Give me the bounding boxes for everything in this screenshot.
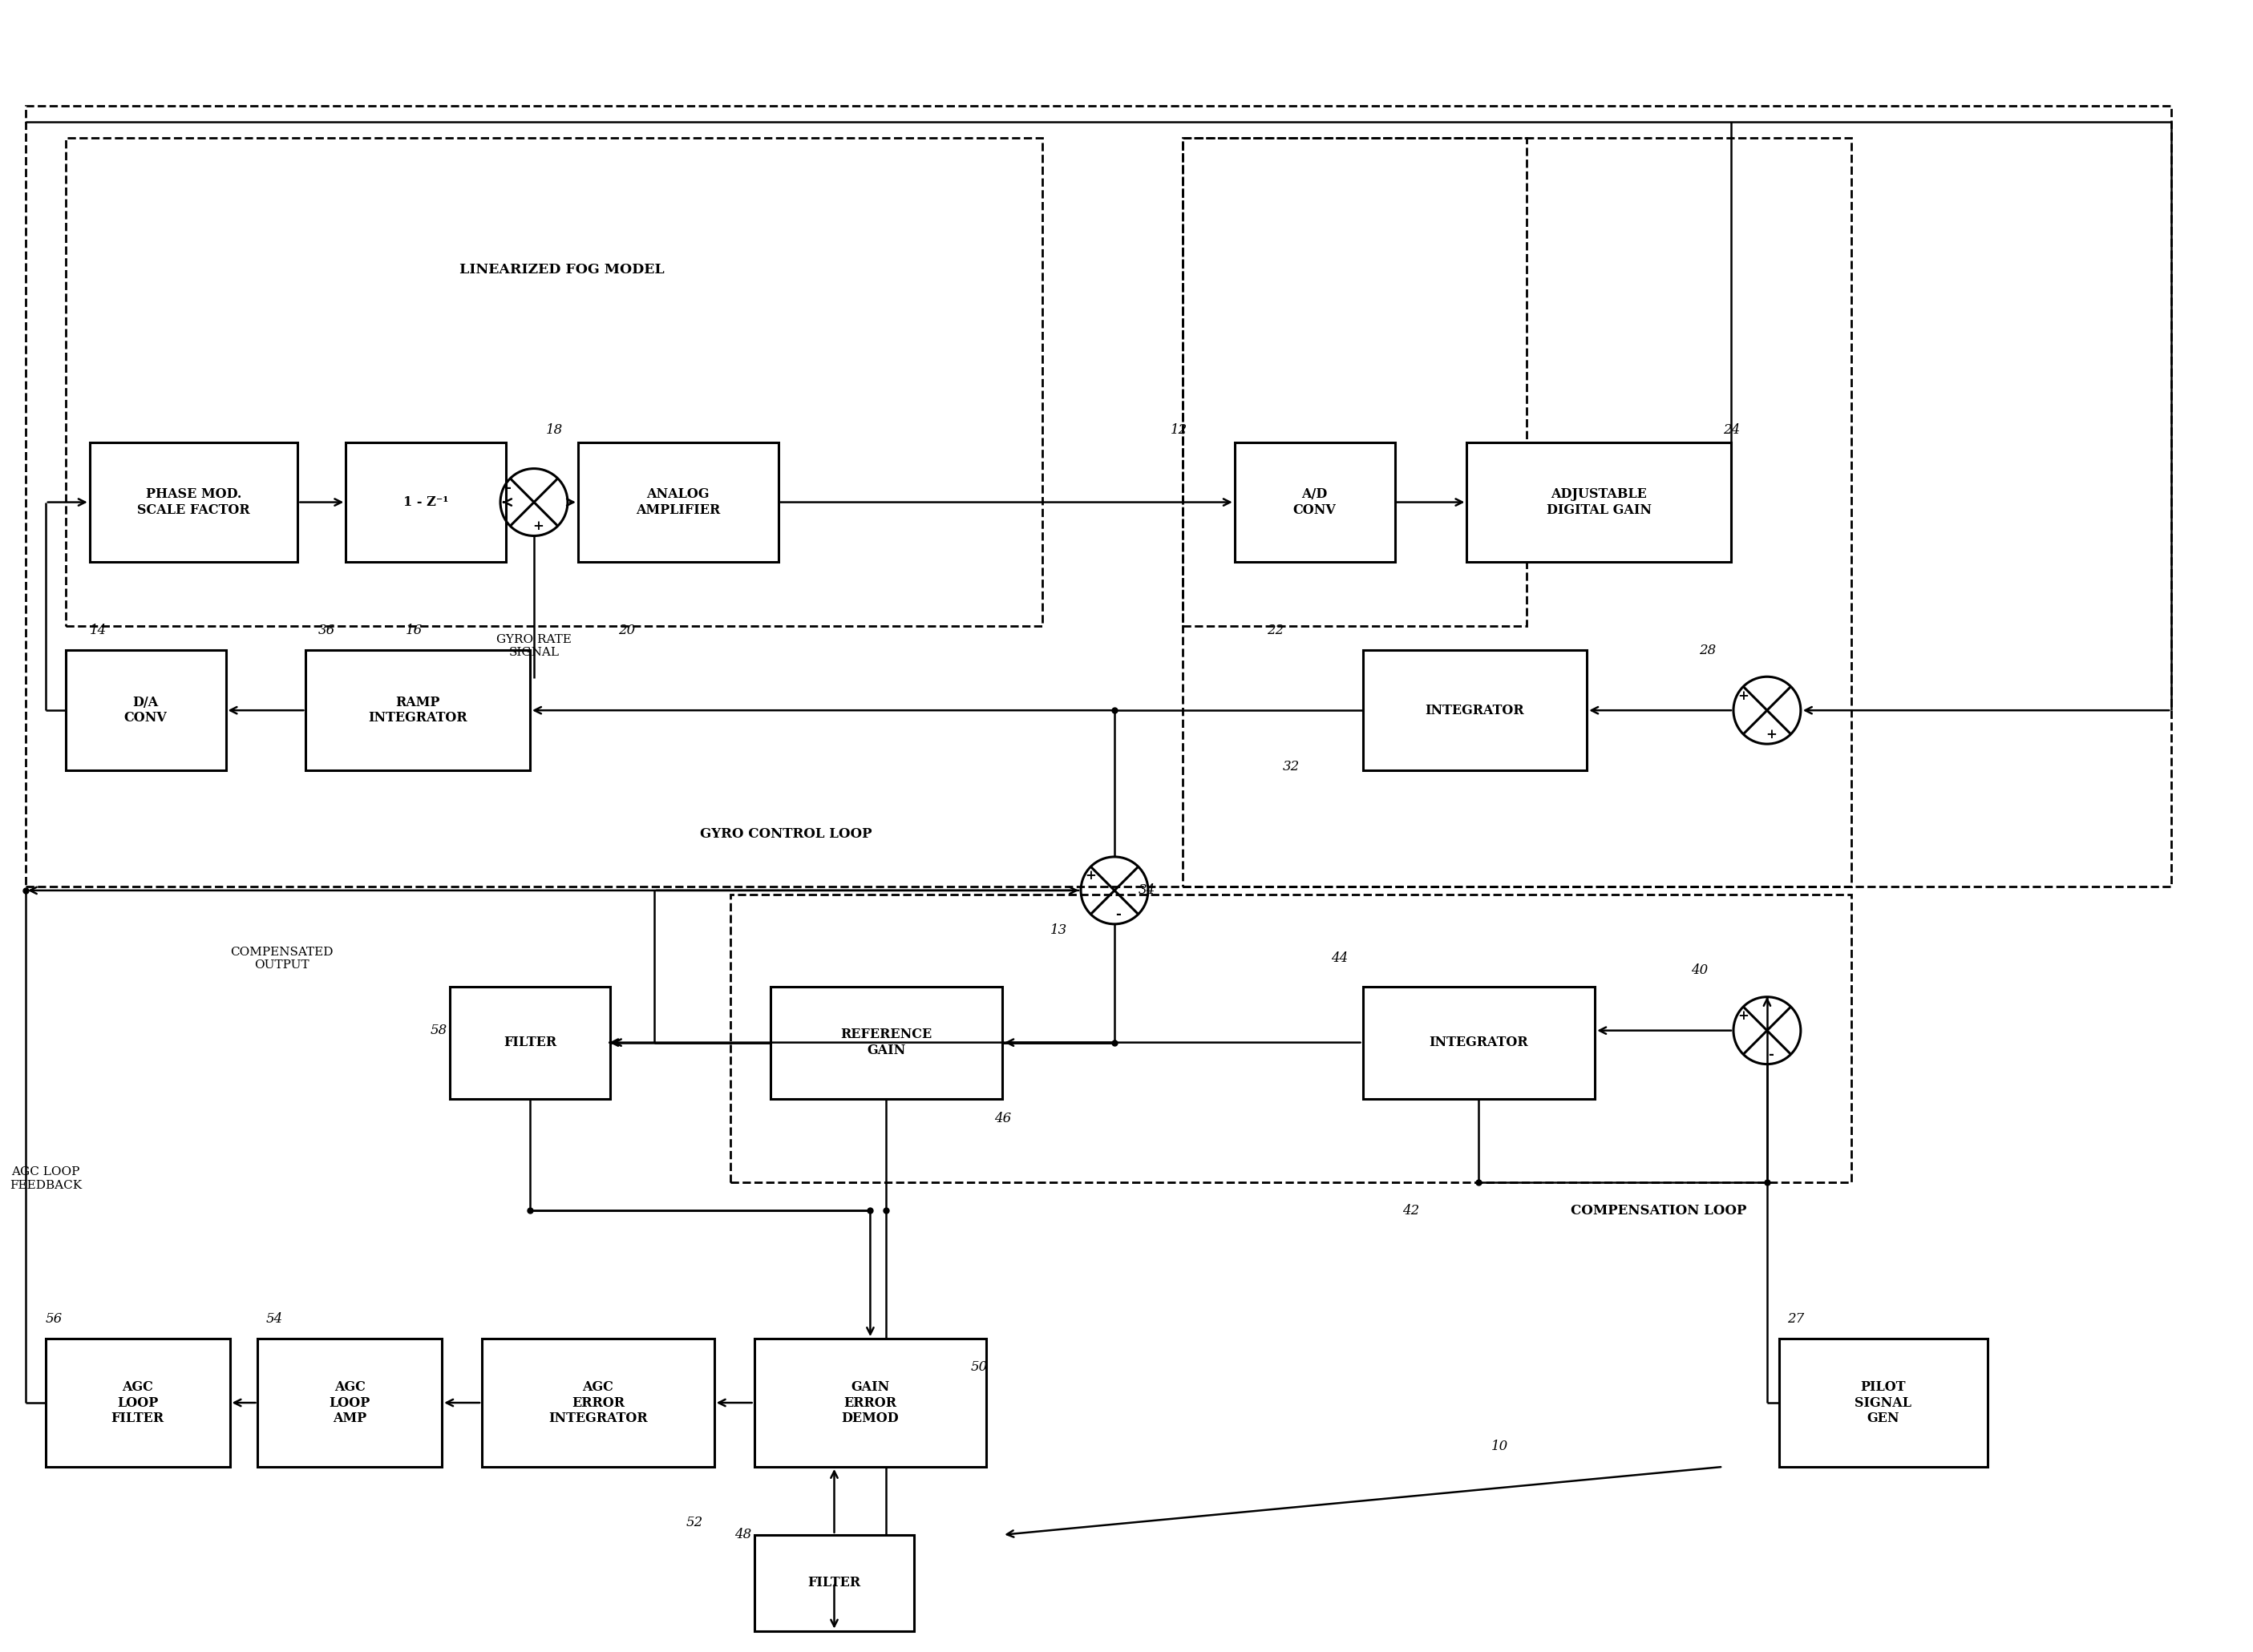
Text: 44: 44: [1332, 952, 1347, 965]
Text: COMPENSATION LOOP: COMPENSATION LOOP: [1570, 1204, 1746, 1218]
Text: ADJUSTABLE
DIGITAL GAIN: ADJUSTABLE DIGITAL GAIN: [1546, 487, 1651, 517]
Bar: [65, 651, 225, 770]
Text: +: +: [1086, 869, 1095, 882]
Bar: [45, 1338, 230, 1467]
Text: A/D
CONV: A/D CONV: [1293, 487, 1336, 517]
Text: PILOT
SIGNAL
GEN: PILOT SIGNAL GEN: [1854, 1379, 1911, 1426]
Text: 13: 13: [1050, 923, 1068, 937]
Bar: [730, 894, 1852, 1183]
Bar: [1183, 139, 1528, 626]
Text: 10: 10: [1491, 1441, 1507, 1454]
Bar: [755, 1535, 915, 1631]
Bar: [579, 443, 777, 562]
Text: 46: 46: [994, 1112, 1012, 1125]
Text: 42: 42: [1404, 1204, 1419, 1218]
Text: AGC
ERROR
INTEGRATOR: AGC ERROR INTEGRATOR: [547, 1379, 647, 1426]
Text: COMPENSATED
OUTPUT: COMPENSATED OUTPUT: [230, 947, 333, 971]
Text: 28: 28: [1699, 644, 1717, 657]
Bar: [25, 106, 2172, 887]
Bar: [482, 1338, 714, 1467]
Text: 36: 36: [318, 623, 336, 638]
Bar: [1363, 986, 1595, 1099]
Text: INTEGRATOR: INTEGRATOR: [1426, 704, 1525, 717]
Text: AGC LOOP
FEEDBACK: AGC LOOP FEEDBACK: [9, 1166, 81, 1191]
Text: 1 - Z⁻¹: 1 - Z⁻¹: [403, 496, 448, 509]
Bar: [1183, 139, 1852, 887]
Text: 48: 48: [734, 1528, 750, 1541]
Text: AGC
LOOP
FILTER: AGC LOOP FILTER: [110, 1379, 164, 1426]
Text: +: +: [532, 519, 543, 534]
Text: 40: 40: [1692, 963, 1708, 978]
Bar: [1780, 1338, 1987, 1467]
Bar: [306, 651, 529, 770]
Bar: [1235, 443, 1395, 562]
Text: -: -: [505, 481, 511, 494]
Text: D/A
CONV: D/A CONV: [124, 695, 167, 725]
Text: 50: 50: [971, 1360, 987, 1373]
Text: +: +: [1737, 689, 1748, 702]
Text: 24: 24: [1724, 423, 1739, 438]
Text: -: -: [1115, 907, 1122, 922]
Text: 34: 34: [1138, 884, 1156, 897]
Text: INTEGRATOR: INTEGRATOR: [1428, 1036, 1528, 1049]
Bar: [755, 1338, 987, 1467]
Text: GYRO RATE
SIGNAL: GYRO RATE SIGNAL: [496, 634, 572, 659]
Text: GAIN
ERROR
DEMOD: GAIN ERROR DEMOD: [843, 1379, 899, 1426]
Text: FILTER: FILTER: [502, 1036, 556, 1049]
Bar: [1363, 651, 1586, 770]
Text: 32: 32: [1282, 760, 1300, 773]
Text: REFERENCE
GAIN: REFERENCE GAIN: [840, 1028, 933, 1057]
Text: 18: 18: [545, 423, 563, 438]
Text: 52: 52: [687, 1517, 703, 1530]
Text: 16: 16: [406, 623, 424, 638]
Bar: [451, 986, 611, 1099]
Text: GYRO CONTROL LOOP: GYRO CONTROL LOOP: [701, 828, 872, 841]
Text: AGC
LOOP
AMP: AGC LOOP AMP: [329, 1379, 369, 1426]
Text: FILTER: FILTER: [809, 1576, 861, 1589]
Text: 56: 56: [45, 1312, 63, 1325]
Text: LINEARIZED FOG MODEL: LINEARIZED FOG MODEL: [460, 263, 665, 278]
Text: 27: 27: [1787, 1312, 1805, 1325]
Text: ANALOG
AMPLIFIER: ANALOG AMPLIFIER: [635, 487, 721, 517]
Bar: [257, 1338, 442, 1467]
Text: 12: 12: [1172, 423, 1187, 438]
Text: 58: 58: [430, 1024, 446, 1037]
Text: 20: 20: [617, 623, 635, 638]
Bar: [1467, 443, 1730, 562]
Text: RAMP
INTEGRATOR: RAMP INTEGRATOR: [367, 695, 466, 725]
Text: 22: 22: [1266, 623, 1284, 638]
Bar: [345, 443, 507, 562]
Bar: [771, 986, 1003, 1099]
Text: 54: 54: [266, 1312, 284, 1325]
Text: +: +: [1737, 1009, 1748, 1023]
Bar: [90, 443, 297, 562]
Bar: [65, 139, 1043, 626]
Text: 14: 14: [90, 623, 106, 638]
Text: +: +: [1766, 727, 1778, 742]
Text: PHASE MOD.
SCALE FACTOR: PHASE MOD. SCALE FACTOR: [137, 487, 250, 517]
Text: -: -: [1769, 1047, 1773, 1061]
